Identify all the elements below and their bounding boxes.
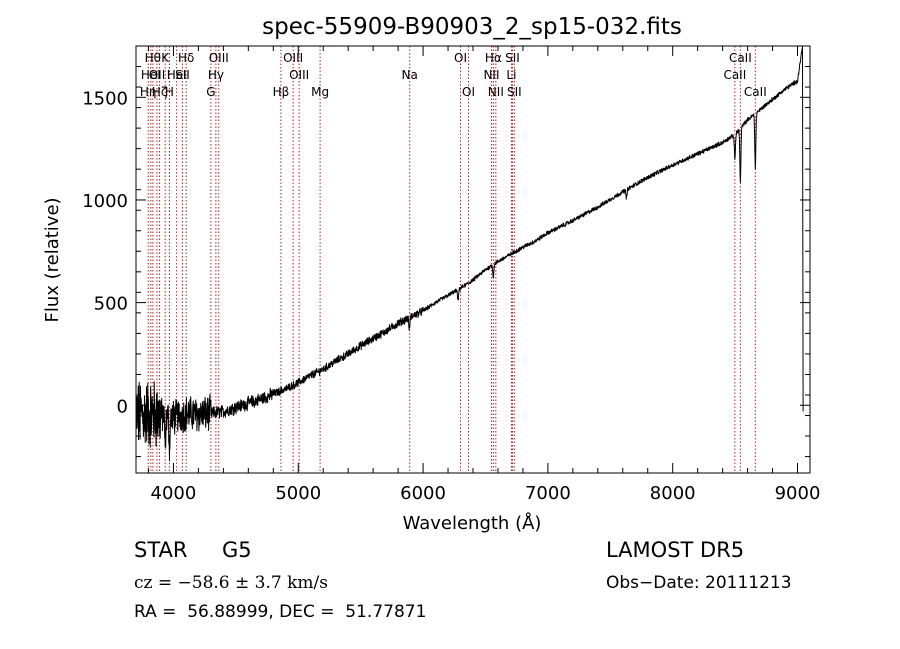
line-marker-label-15: OIII bbox=[289, 68, 309, 82]
x-tick-label-3: 7000 bbox=[525, 483, 571, 504]
line-marker-label-8: SII bbox=[175, 68, 190, 82]
line-marker-label-14: OIII bbox=[283, 51, 303, 65]
line-marker-label-6: H bbox=[165, 85, 174, 99]
x-tick-label-0: 4000 bbox=[151, 483, 197, 504]
x-tick-label-4: 8000 bbox=[650, 483, 696, 504]
y-tick-label-1: 500 bbox=[94, 294, 128, 315]
redshift-readout: cz = −58.6 ± 3.7 km/s bbox=[134, 573, 328, 593]
object-class: STAR bbox=[134, 538, 188, 562]
line-marker-label-26: CaII bbox=[723, 68, 746, 82]
line-marker-label-1: HeI bbox=[141, 68, 161, 82]
plot-frame bbox=[135, 45, 811, 474]
y-tick-label-0: 0 bbox=[117, 396, 128, 417]
line-marker-label-2: Hθ bbox=[145, 51, 161, 65]
line-marker-label-7: HeI bbox=[167, 68, 187, 82]
x-tick-label-5: 9000 bbox=[775, 483, 821, 504]
line-marker-label-24: SII bbox=[505, 51, 520, 65]
line-marker-label-23: Li bbox=[506, 68, 516, 82]
line-marker-label-22: NII bbox=[488, 85, 504, 99]
line-marker-label-18: OI bbox=[454, 51, 467, 65]
line-marker-label-9: Hδ bbox=[178, 51, 194, 65]
observation-date: Obs−Date: 20111213 bbox=[606, 573, 792, 593]
coordinates-readout: RA = 56.88999, DEC = 51.77871 bbox=[134, 602, 427, 622]
chart-title: spec-55909-B90903_2_sp15-032.fits bbox=[262, 14, 682, 40]
line-marker-label-4: Hζ bbox=[152, 85, 168, 99]
line-marker-label-12: OIII bbox=[209, 51, 229, 65]
line-marker-label-3: OII bbox=[149, 68, 166, 82]
line-marker-label-25: SII bbox=[507, 85, 522, 99]
y-axis-label: Flux (relative) bbox=[42, 197, 63, 322]
survey-name: LAMOST DR5 bbox=[606, 538, 745, 562]
line-marker-label-0: Hη bbox=[140, 85, 157, 99]
line-marker-label-10: G bbox=[206, 85, 215, 99]
line-marker-label-27: CaII bbox=[729, 51, 752, 65]
line-marker-label-20: NII bbox=[483, 68, 499, 82]
line-marker-labels: HηHeIHθOIIHζKHHeISIIHδGHγOIIIHβOIIIOIIIM… bbox=[140, 51, 767, 99]
line-marker-label-13: Hβ bbox=[273, 85, 290, 99]
x-tick-label-2: 6000 bbox=[400, 483, 446, 504]
line-marker-label-19: OI bbox=[462, 85, 475, 99]
line-marker-label-16: Mg bbox=[311, 85, 329, 99]
spectrum-line bbox=[135, 45, 804, 462]
axes: 4000 5000 6000 7000 8000 9000 0 500 1000 1500 bbox=[82, 45, 821, 504]
y-tick-label-2: 1000 bbox=[82, 191, 128, 212]
line-marker-label-11: Hγ bbox=[208, 68, 224, 82]
line-markers bbox=[147, 46, 756, 473]
x-axis-label: Wavelength (Å) bbox=[403, 512, 542, 534]
x-tick-label-1: 5000 bbox=[275, 483, 321, 504]
y-tick-label-3: 1500 bbox=[82, 88, 128, 109]
line-marker-label-21: Hα bbox=[485, 51, 502, 65]
line-marker-label-17: Na bbox=[402, 68, 418, 82]
object-subclass: G5 bbox=[222, 538, 252, 562]
line-marker-label-28: CaII bbox=[744, 85, 767, 99]
line-marker-label-5: K bbox=[161, 51, 170, 65]
